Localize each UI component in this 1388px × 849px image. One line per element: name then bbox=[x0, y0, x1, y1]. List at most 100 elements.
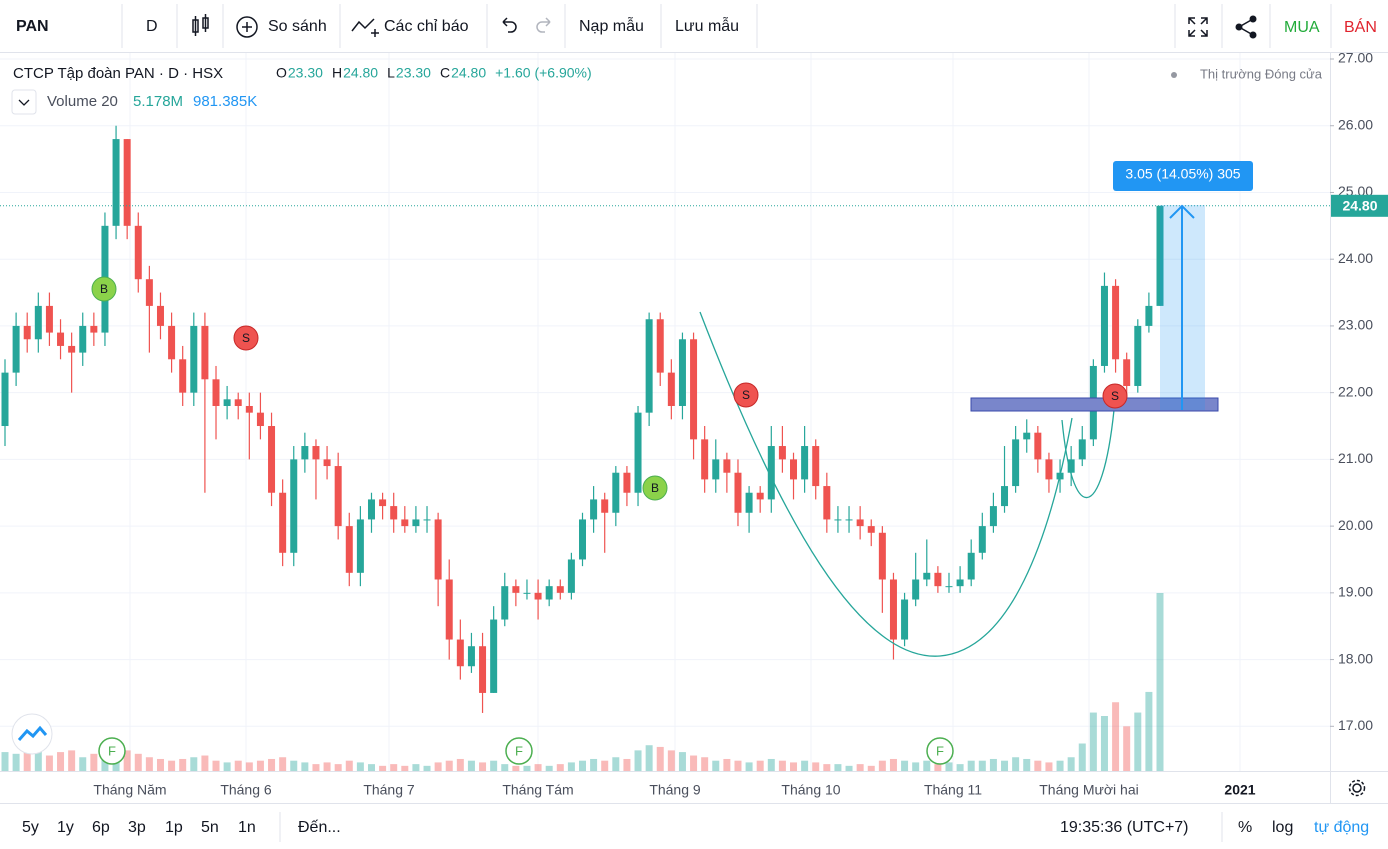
volume-bar bbox=[923, 760, 931, 771]
candle bbox=[767, 426, 775, 513]
candle-body bbox=[401, 519, 409, 527]
range-button[interactable]: 3p bbox=[128, 819, 146, 836]
candle-body bbox=[1078, 439, 1086, 460]
candle-body bbox=[279, 492, 287, 553]
clock[interactable]: 19:35:36 (UTC+7) bbox=[1060, 819, 1189, 836]
volume-bar bbox=[12, 753, 20, 771]
candle-body bbox=[956, 579, 964, 587]
range-button[interactable]: 1y bbox=[57, 819, 74, 836]
candle-body bbox=[23, 325, 31, 340]
volume-bar bbox=[256, 760, 264, 771]
candle bbox=[323, 446, 331, 480]
indicators-button[interactable]: Các chỉ báo bbox=[351, 18, 469, 37]
event-marker[interactable]: F bbox=[505, 737, 533, 765]
candle bbox=[579, 512, 586, 567]
y-tick-label: 22.00 bbox=[1338, 383, 1373, 399]
settings-button[interactable] bbox=[1348, 779, 1366, 797]
candle-body bbox=[867, 526, 875, 533]
volume-bar bbox=[245, 762, 253, 771]
collapse-button[interactable] bbox=[11, 89, 37, 115]
auto-button[interactable]: tự động bbox=[1314, 819, 1369, 836]
undo-button[interactable] bbox=[502, 17, 517, 33]
volume-bar bbox=[545, 765, 553, 771]
range-button[interactable]: 5n bbox=[201, 819, 219, 836]
event-marker[interactable]: F bbox=[926, 737, 954, 765]
candle-body bbox=[479, 646, 487, 693]
candle-body bbox=[1001, 486, 1009, 507]
ohlc-value: 23.30 bbox=[288, 65, 323, 81]
redo-button[interactable] bbox=[536, 17, 551, 33]
y-tick-label: 18.00 bbox=[1338, 650, 1373, 666]
candle bbox=[1123, 352, 1131, 400]
range-button[interactable]: 5y bbox=[22, 819, 39, 836]
volume-bar bbox=[534, 764, 542, 771]
volume-bar bbox=[45, 755, 53, 771]
range-button[interactable]: 6p bbox=[92, 819, 110, 836]
goto-button[interactable]: Đến... bbox=[298, 819, 341, 836]
volume-bar bbox=[912, 762, 920, 771]
candle-body bbox=[467, 646, 475, 667]
volume-bar bbox=[1, 752, 9, 771]
candle bbox=[201, 312, 209, 493]
candle-body bbox=[712, 459, 720, 480]
candle-body bbox=[690, 339, 698, 440]
volume-bar bbox=[323, 762, 331, 771]
candle bbox=[978, 512, 986, 560]
fullscreen-button[interactable] bbox=[1188, 17, 1208, 37]
event-marker[interactable]: F bbox=[98, 737, 126, 765]
candle bbox=[634, 405, 642, 507]
chart-type-button[interactable] bbox=[192, 14, 209, 36]
percent-button[interactable]: % bbox=[1238, 819, 1252, 836]
sell-button[interactable]: BÁN bbox=[1344, 17, 1377, 36]
candle-body bbox=[1100, 285, 1108, 366]
candle-body bbox=[57, 332, 65, 346]
candle-body bbox=[801, 446, 809, 480]
buy-marker[interactable]: B bbox=[91, 276, 117, 302]
volume-bar bbox=[690, 755, 698, 771]
volume-bar bbox=[612, 757, 620, 771]
candle bbox=[1145, 292, 1153, 333]
candle bbox=[623, 466, 631, 507]
candle-body bbox=[90, 325, 98, 333]
candle-body bbox=[756, 492, 764, 500]
marker-label: S bbox=[1111, 389, 1119, 403]
buy-button[interactable]: MUA bbox=[1284, 19, 1320, 36]
marker-label: S bbox=[742, 388, 750, 402]
candle-body bbox=[545, 586, 553, 600]
log-button[interactable]: log bbox=[1272, 819, 1293, 836]
candle-body bbox=[1012, 439, 1020, 487]
candle bbox=[1034, 426, 1042, 473]
candle bbox=[57, 319, 65, 360]
buy-marker[interactable]: B bbox=[642, 475, 668, 501]
candle bbox=[612, 466, 620, 527]
sell-marker[interactable]: S bbox=[733, 382, 759, 408]
candle-body bbox=[512, 586, 520, 593]
load-template-button[interactable]: Nạp mẫu bbox=[579, 16, 644, 35]
candle bbox=[867, 519, 875, 547]
symbol-input[interactable]: PAN bbox=[16, 18, 49, 35]
volume-bar bbox=[201, 755, 209, 771]
range-button[interactable]: 1n bbox=[238, 819, 256, 836]
save-template-button[interactable]: Lưu mẫu bbox=[675, 16, 739, 35]
candle-body bbox=[1145, 305, 1153, 326]
volume-bar bbox=[1112, 702, 1120, 771]
candle-body bbox=[412, 519, 420, 527]
candle bbox=[268, 412, 276, 507]
candle-body bbox=[45, 305, 53, 333]
compare-button[interactable]: So sánh bbox=[236, 16, 327, 38]
market-status: Thị trường Đóng cửa bbox=[1200, 66, 1323, 81]
range-button[interactable]: 1p bbox=[165, 819, 183, 836]
candle bbox=[156, 292, 164, 340]
candle-body bbox=[112, 139, 120, 226]
candle bbox=[301, 432, 309, 473]
candle-body bbox=[645, 319, 653, 413]
share-button[interactable] bbox=[1235, 15, 1257, 39]
compare-label: So sánh bbox=[268, 18, 327, 35]
interval-button[interactable]: D bbox=[146, 18, 158, 35]
volume-bar bbox=[390, 764, 398, 771]
volume-bar bbox=[878, 760, 886, 771]
volume-bar bbox=[1100, 715, 1108, 771]
sell-marker[interactable]: S bbox=[1102, 383, 1128, 409]
sell-marker[interactable]: S bbox=[233, 325, 259, 351]
